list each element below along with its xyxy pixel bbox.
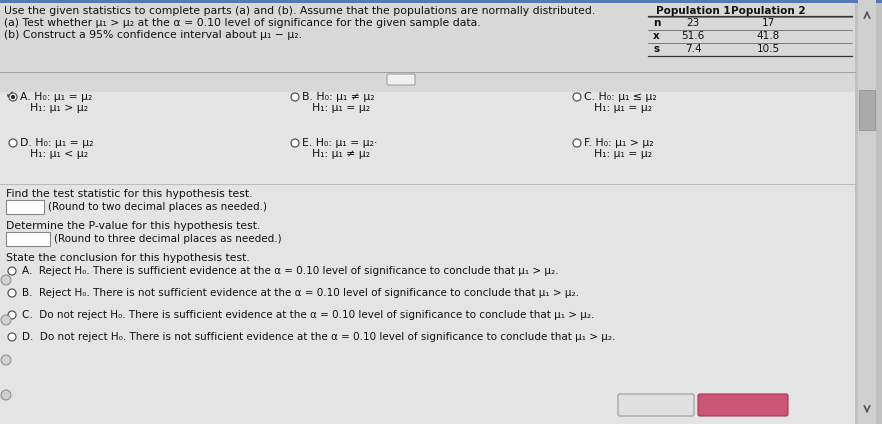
Text: (b) Construct a 95% confidence interval about μ₁ − μ₂.: (b) Construct a 95% confidence interval … — [4, 30, 302, 40]
Text: 41.8: 41.8 — [757, 31, 780, 41]
Text: 10.5: 10.5 — [757, 44, 780, 54]
Circle shape — [291, 139, 299, 147]
Bar — [858, 0, 876, 424]
Text: H₁: μ₁ < μ₂: H₁: μ₁ < μ₂ — [30, 149, 88, 159]
Circle shape — [1, 390, 11, 400]
Circle shape — [8, 289, 16, 297]
Text: Population 1: Population 1 — [655, 6, 730, 16]
Text: (a) Test whether μ₁ > μ₂ at the α = 0.10 level of significance for the given sam: (a) Test whether μ₁ > μ₂ at the α = 0.10… — [4, 18, 481, 28]
FancyBboxPatch shape — [387, 74, 415, 85]
Text: B. H₀: μ₁ ≠ μ₂: B. H₀: μ₁ ≠ μ₂ — [302, 92, 375, 102]
Text: Find the test statistic for this hypothesis test.: Find the test statistic for this hypothe… — [6, 189, 252, 199]
Circle shape — [291, 93, 299, 101]
Text: F. H₀: μ₁ > μ₂: F. H₀: μ₁ > μ₂ — [584, 138, 654, 148]
Text: State the conclusion for this hypothesis test.: State the conclusion for this hypothesis… — [6, 253, 250, 263]
Text: Use the given statistics to complete parts (a) and (b). Assume that the populati: Use the given statistics to complete par… — [4, 6, 595, 16]
Text: Check answer: Check answer — [705, 397, 781, 407]
Text: 7.4: 7.4 — [684, 44, 701, 54]
Text: (Round to two decimal places as needed.): (Round to two decimal places as needed.) — [48, 202, 267, 212]
Text: C.  Do not reject H₀. There is sufficient evidence at the α = 0.10 level of sign: C. Do not reject H₀. There is sufficient… — [22, 310, 594, 320]
Text: x: x — [653, 31, 660, 41]
Text: n: n — [653, 18, 661, 28]
Text: H₁: μ₁ ≠ μ₂: H₁: μ₁ ≠ μ₂ — [312, 149, 370, 159]
Bar — [6, 200, 44, 214]
Text: H₁: μ₁ = μ₂: H₁: μ₁ = μ₂ — [594, 103, 652, 113]
Text: D.  Do not reject H₀. There is not sufficient evidence at the α = 0.10 level of : D. Do not reject H₀. There is not suffic… — [22, 332, 616, 342]
Text: ✔: ✔ — [6, 90, 14, 100]
Text: 0.001: 0.001 — [9, 233, 46, 246]
Text: E. H₀: μ₁ = μ₂·: E. H₀: μ₁ = μ₂· — [302, 138, 377, 148]
Circle shape — [1, 355, 11, 365]
Text: A.  Reject H₀. There is sufficient evidence at the α = 0.10 level of significanc: A. Reject H₀. There is sufficient eviden… — [22, 266, 558, 276]
Bar — [0, 0, 855, 92]
Text: B.  Reject H₀. There is not sufficient evidence at the α = 0.10 level of signifi: B. Reject H₀. There is not sufficient ev… — [22, 288, 579, 298]
Circle shape — [8, 333, 16, 341]
Text: C. H₀: μ₁ ≤ μ₂: C. H₀: μ₁ ≤ μ₂ — [584, 92, 657, 102]
Text: H₁: μ₁ = μ₂: H₁: μ₁ = μ₂ — [312, 103, 370, 113]
Text: H₁: μ₁ > μ₂: H₁: μ₁ > μ₂ — [30, 103, 88, 113]
Bar — [855, 0, 882, 424]
FancyBboxPatch shape — [618, 394, 694, 416]
Bar — [859, 90, 875, 130]
FancyBboxPatch shape — [698, 394, 788, 416]
Text: A. H₀: μ₁ = μ₂: A. H₀: μ₁ = μ₂ — [20, 92, 93, 102]
Text: Determine the P-value for this hypothesis test.: Determine the P-value for this hypothesi… — [6, 221, 260, 231]
Text: ⋯: ⋯ — [397, 76, 405, 85]
Circle shape — [573, 93, 581, 101]
Text: 3.29: 3.29 — [9, 201, 38, 214]
Circle shape — [9, 93, 17, 101]
Text: H₁: μ₁ = μ₂: H₁: μ₁ = μ₂ — [594, 149, 652, 159]
Text: s: s — [653, 44, 659, 54]
Circle shape — [11, 95, 15, 99]
Circle shape — [8, 311, 16, 319]
Text: 17: 17 — [761, 18, 774, 28]
Circle shape — [9, 139, 17, 147]
Circle shape — [1, 275, 11, 285]
Circle shape — [1, 315, 11, 325]
Circle shape — [8, 267, 16, 275]
Circle shape — [573, 139, 581, 147]
Text: Clear all: Clear all — [633, 397, 678, 407]
Bar — [0, 0, 882, 3]
Text: Population 2: Population 2 — [730, 6, 805, 16]
Text: D. H₀: μ₁ = μ₂: D. H₀: μ₁ = μ₂ — [20, 138, 93, 148]
Bar — [6, 232, 50, 246]
Text: 51.6: 51.6 — [682, 31, 705, 41]
Text: 23: 23 — [686, 18, 699, 28]
Text: (Round to three decimal places as needed.): (Round to three decimal places as needed… — [54, 234, 281, 244]
